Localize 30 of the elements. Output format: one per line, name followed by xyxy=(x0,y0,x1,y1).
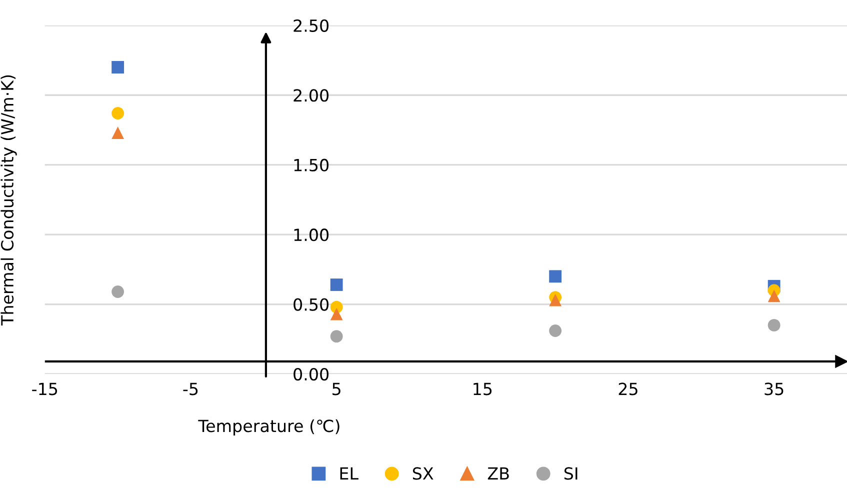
point xyxy=(112,61,124,74)
y-tick-label: 2.50 xyxy=(294,19,329,32)
y-tick-label: 1.50 xyxy=(294,158,329,172)
legend-label: EL xyxy=(340,467,358,480)
x-tick-label: 5 xyxy=(332,382,340,396)
x-tick-label: 25 xyxy=(618,382,638,396)
point xyxy=(330,330,343,343)
point xyxy=(549,270,562,283)
point xyxy=(330,278,343,291)
x-tick-label: 15 xyxy=(474,382,492,396)
point xyxy=(330,308,343,320)
legend-label: SX xyxy=(412,467,434,480)
point xyxy=(549,324,562,337)
y-tick-label: 2.00 xyxy=(294,89,329,102)
y-axis-title: Thermal Conductivity (W/m·K) xyxy=(0,75,17,326)
x-axis-title: Temperature (℃) xyxy=(198,419,340,436)
legend-label: SI xyxy=(564,467,578,480)
point xyxy=(549,294,562,306)
point xyxy=(112,286,124,298)
point xyxy=(768,290,780,302)
y-tick-label: 0.00 xyxy=(294,368,329,381)
x-tick-label: 35 xyxy=(764,382,784,396)
point xyxy=(768,318,780,332)
x-tick-label: -15 xyxy=(32,382,58,396)
y-tick-label: 0.50 xyxy=(294,298,329,311)
legend-label: ZB xyxy=(488,467,509,480)
point xyxy=(112,107,124,120)
point xyxy=(112,126,124,139)
y-tick-label: 1.00 xyxy=(294,228,329,242)
x-tick-label: -5 xyxy=(183,382,198,396)
